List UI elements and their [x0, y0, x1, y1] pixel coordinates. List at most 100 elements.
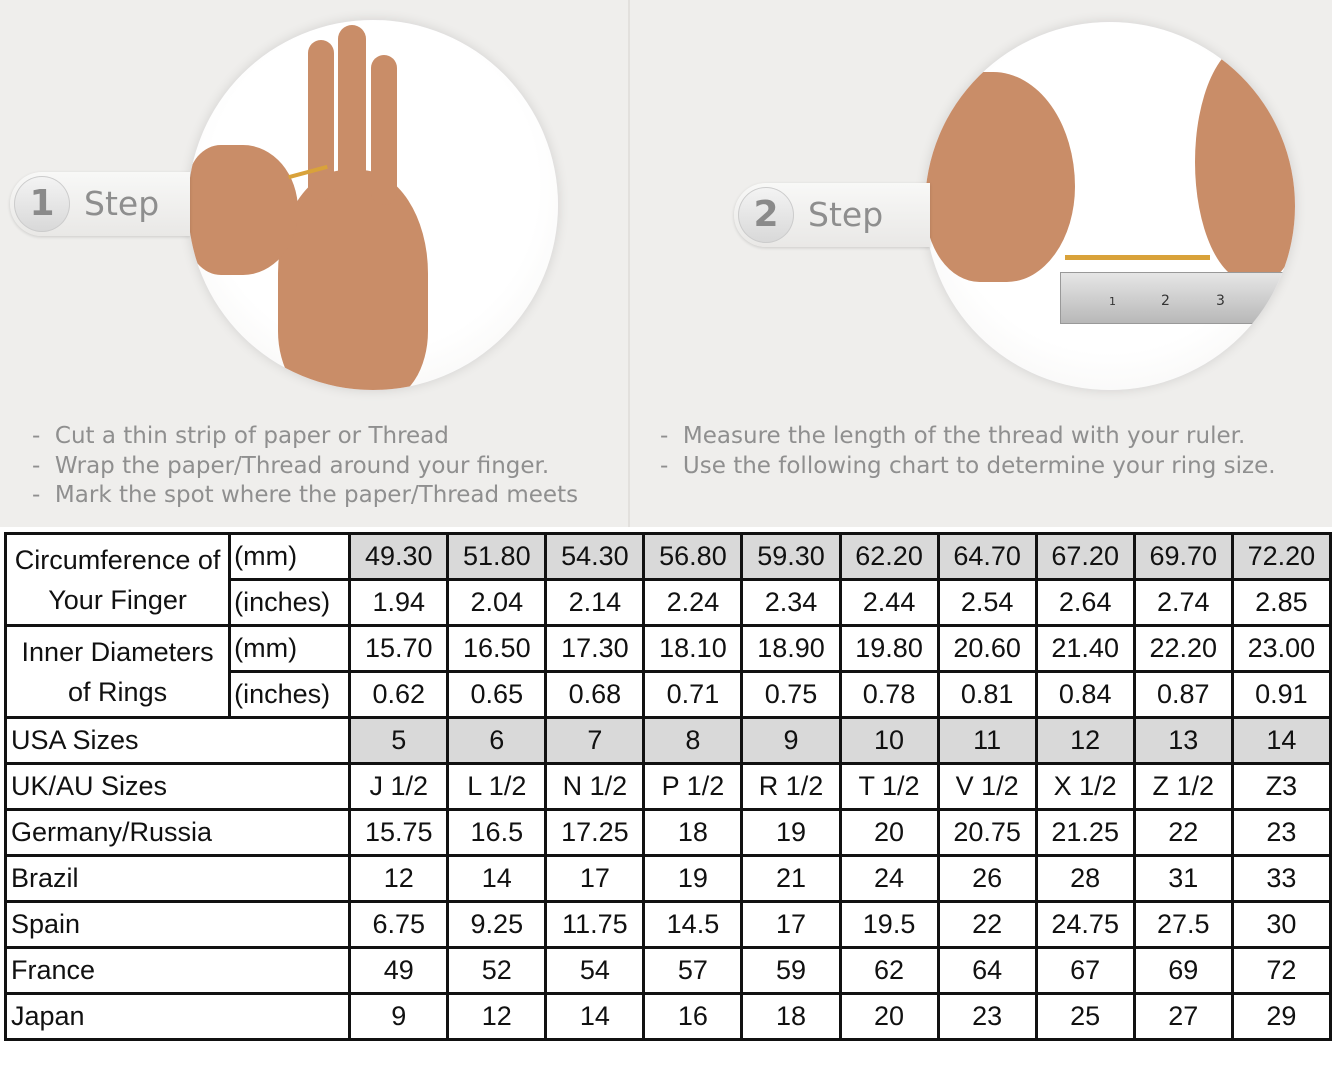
table-cell: 21.40	[1034, 624, 1136, 673]
table-cell: 18	[740, 992, 842, 1041]
table-cell: 0.78	[838, 670, 940, 719]
table-cell: 23.00	[1230, 624, 1332, 673]
hand-palm-image	[278, 170, 428, 390]
table-row: France 49 52 54 57 59 62 64 67 69 72	[3, 946, 1332, 995]
table-cell: 20.75	[936, 808, 1038, 857]
table-cell: Z3	[1230, 762, 1332, 811]
table-cell: 2.64	[1034, 578, 1136, 627]
table-cell: 62.20	[838, 532, 940, 581]
table-cell: 21.25	[1034, 808, 1136, 857]
table-cell: 2.74	[1132, 578, 1234, 627]
table-row: USA Sizes 5 6 7 8 9 10 11 12 13 14	[3, 716, 1332, 765]
table-cell: T 1/2	[838, 762, 940, 811]
table-row: Japan 9 12 14 16 18 20 23 25 27 29	[3, 992, 1332, 1041]
table-cell: 14	[544, 992, 646, 1041]
table-cell: 6	[446, 716, 548, 765]
table-cell: 33	[1230, 854, 1332, 903]
table-cell: 12	[446, 992, 548, 1041]
table-cell: 14.5	[642, 900, 744, 949]
table-cell: 9	[348, 992, 450, 1041]
table-cell: 28	[1034, 854, 1136, 903]
ruler-mark: 2	[1161, 293, 1170, 309]
step-1-photo	[188, 20, 558, 390]
step-1-number: 1	[14, 176, 70, 232]
table-cell: 8	[642, 716, 744, 765]
table-row: Inner Diameters of Rings (mm) 15.70 16.50 17…	[3, 624, 1332, 719]
table-cell: 20	[838, 992, 940, 1041]
table-cell: 24	[838, 854, 940, 903]
table-cell: 19.5	[838, 900, 940, 949]
table-cell: 52	[446, 946, 548, 995]
table-cell: 1.94	[348, 578, 450, 627]
instruction-item: Mark the spot where the paper/Thread mee…	[32, 481, 578, 511]
ruler-image: 1 2 3	[1060, 272, 1295, 324]
table-cell: 2.24	[642, 578, 744, 627]
table-cell: 9	[740, 716, 842, 765]
table-cell: 49.30	[348, 532, 450, 581]
table-cell: 72.20	[1230, 532, 1332, 581]
table-cell: 11	[936, 716, 1038, 765]
table-cell: R 1/2	[740, 762, 842, 811]
finger-image	[308, 40, 334, 200]
table-cell: 0.65	[446, 670, 548, 719]
table-cell: 64	[936, 946, 1038, 995]
table-cell: 2.34	[740, 578, 842, 627]
table-cell: 54.30	[544, 532, 646, 581]
table-cell: 21	[740, 854, 842, 903]
table-cell: 0.91	[1230, 670, 1332, 719]
table-cell: 57	[642, 946, 744, 995]
table-row: Brazil 12 14 17 19 21 24 26 28 31 33	[3, 854, 1332, 903]
instruction-item: Cut a thin strip of paper or Thread	[32, 422, 578, 452]
table-cell: 15.70	[348, 624, 450, 673]
finger-image	[371, 55, 397, 205]
table-cell: 12	[348, 854, 450, 903]
ring-size-table: Circumference of Your Finger (mm) 49.30 51.…	[3, 532, 1332, 1041]
table-cell: J 1/2	[348, 762, 450, 811]
table-cell: 2.85	[1230, 578, 1332, 627]
other-hand-image	[188, 145, 298, 275]
right-hand-image	[1195, 42, 1295, 282]
row-label: UK/AU Sizes	[3, 762, 352, 811]
table-cell: 18.10	[642, 624, 744, 673]
unit-label: (mm)	[228, 532, 352, 581]
finger-image	[338, 25, 366, 195]
table-cell: 17.25	[544, 808, 646, 857]
table-cell: 12	[1034, 716, 1136, 765]
table-cell: 6.75	[348, 900, 450, 949]
table-cell: 59	[740, 946, 842, 995]
table-cell: 5	[348, 716, 450, 765]
unit-label: (inches)	[228, 578, 352, 627]
table-cell: 0.71	[642, 670, 744, 719]
table-cell: 72	[1230, 946, 1332, 995]
step-2-label: Step	[808, 195, 884, 234]
table-cell: 69.70	[1132, 532, 1234, 581]
row-label: USA Sizes	[3, 716, 352, 765]
row-label: Brazil	[3, 854, 352, 903]
table-cell: 30	[1230, 900, 1332, 949]
table-cell: 14	[1230, 716, 1332, 765]
table-cell: 25	[1034, 992, 1136, 1041]
table-cell: 51.80	[446, 532, 548, 581]
table-cell: 2.54	[936, 578, 1038, 627]
table-cell: 22	[936, 900, 1038, 949]
table-cell: 2.14	[544, 578, 646, 627]
table-cell: 27	[1132, 992, 1234, 1041]
table-cell: 27.5	[1132, 900, 1234, 949]
table-cell: 0.62	[348, 670, 450, 719]
table-cell: 20.60	[936, 624, 1038, 673]
table-cell: 7	[544, 716, 646, 765]
table-cell: 11.75	[544, 900, 646, 949]
unit-label: (inches)	[228, 670, 352, 719]
row-label: Germany/Russia	[3, 808, 352, 857]
table-cell: 54	[544, 946, 646, 995]
table-cell: 19	[642, 854, 744, 903]
table-cell: V 1/2	[936, 762, 1038, 811]
left-hand-image	[925, 72, 1075, 282]
row-label: France	[3, 946, 352, 995]
thread-image	[1065, 255, 1210, 260]
ruler-mark: 3	[1216, 293, 1225, 309]
table-cell: 67	[1034, 946, 1136, 995]
table-row: UK/AU Sizes J 1/2 L 1/2 N 1/2 P 1/2 R 1/2 T 1/…	[3, 762, 1332, 811]
table-cell: 16.50	[446, 624, 548, 673]
step-1-instructions: Cut a thin strip of paper or Thread Wrap…	[32, 422, 578, 511]
